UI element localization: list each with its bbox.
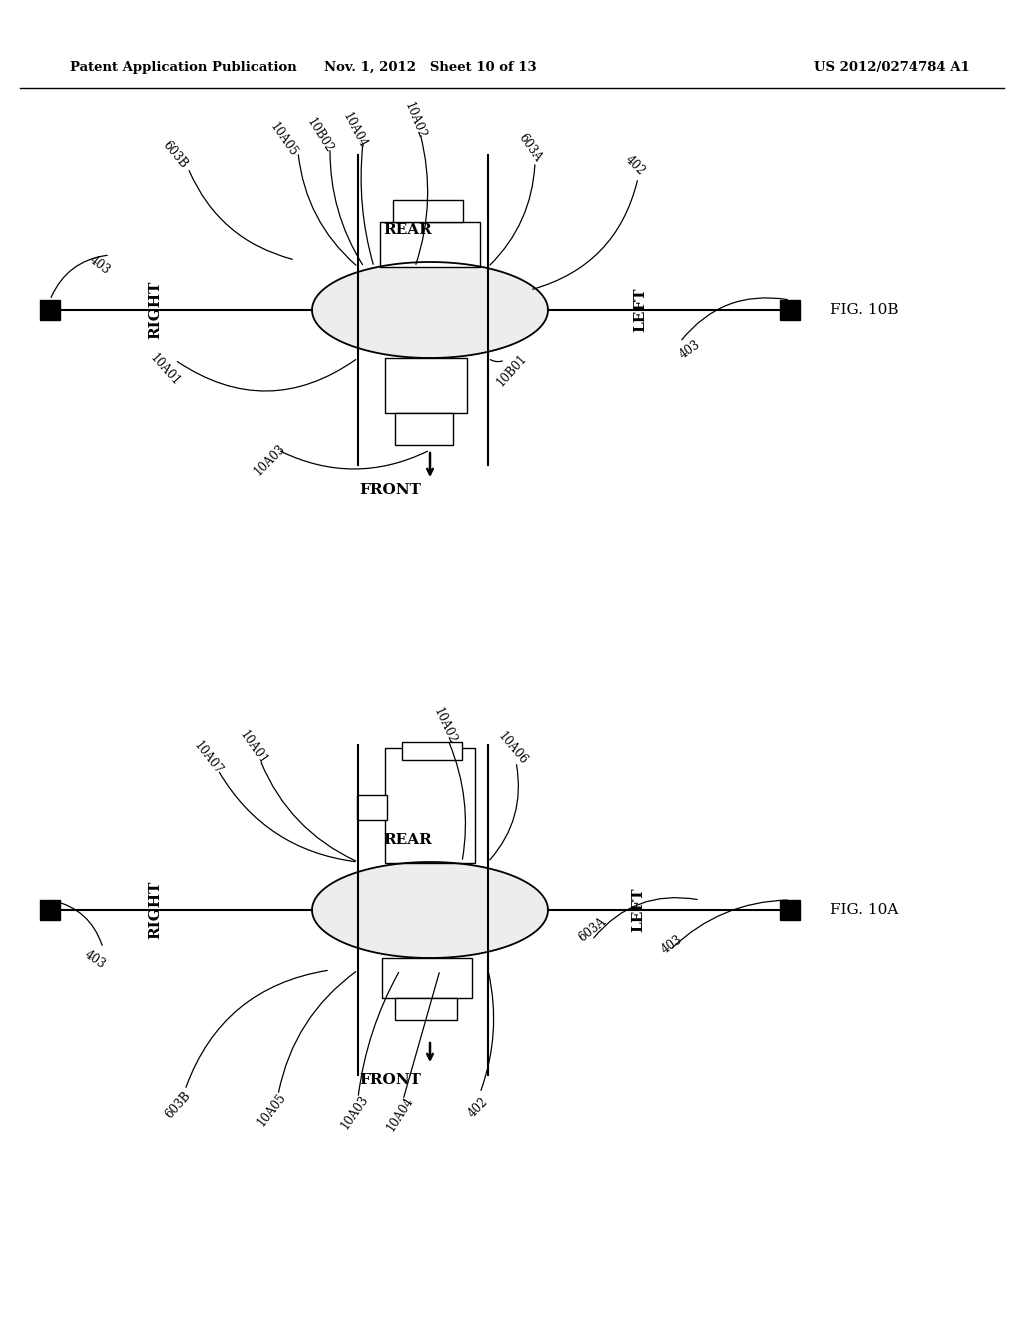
Bar bbox=[385, 748, 475, 863]
Text: 403: 403 bbox=[677, 338, 702, 362]
Bar bbox=[395, 998, 457, 1020]
Bar bbox=[395, 413, 453, 445]
Text: Nov. 1, 2012   Sheet 10 of 13: Nov. 1, 2012 Sheet 10 of 13 bbox=[324, 61, 537, 74]
Text: 10A05: 10A05 bbox=[255, 1090, 289, 1129]
Polygon shape bbox=[312, 862, 548, 958]
Text: 402: 402 bbox=[466, 1096, 490, 1121]
Text: LEFT: LEFT bbox=[633, 288, 647, 333]
Text: 403: 403 bbox=[659, 933, 685, 957]
Bar bbox=[40, 300, 60, 319]
Text: FIG. 10A: FIG. 10A bbox=[830, 903, 898, 917]
Text: 10A06: 10A06 bbox=[496, 729, 530, 767]
Text: 10A02: 10A02 bbox=[401, 100, 428, 140]
Text: FRONT: FRONT bbox=[359, 1073, 421, 1086]
Text: 10A03: 10A03 bbox=[339, 1093, 372, 1131]
Bar bbox=[393, 201, 463, 222]
Text: US 2012/0274784 A1: US 2012/0274784 A1 bbox=[814, 61, 970, 74]
Text: REAR: REAR bbox=[384, 833, 432, 847]
Bar bbox=[40, 900, 60, 920]
Text: FRONT: FRONT bbox=[359, 483, 421, 498]
Bar bbox=[382, 958, 472, 998]
Text: 603A: 603A bbox=[516, 132, 544, 165]
Text: 10A07: 10A07 bbox=[191, 739, 225, 777]
Bar bbox=[357, 795, 387, 820]
Text: 402: 402 bbox=[623, 153, 647, 177]
Text: 603A: 603A bbox=[575, 915, 608, 945]
Bar bbox=[385, 358, 467, 413]
Text: 10A01: 10A01 bbox=[147, 351, 182, 388]
Text: 10A04: 10A04 bbox=[340, 110, 370, 150]
Bar bbox=[402, 742, 462, 760]
Text: RIGHT: RIGHT bbox=[148, 880, 162, 940]
Bar bbox=[780, 900, 800, 920]
Text: 403: 403 bbox=[87, 253, 113, 277]
Text: 10B02: 10B02 bbox=[304, 115, 336, 154]
Text: 10A04: 10A04 bbox=[384, 1094, 416, 1134]
Text: 10A05: 10A05 bbox=[266, 120, 299, 160]
Text: 403: 403 bbox=[82, 948, 108, 972]
Text: RIGHT: RIGHT bbox=[148, 281, 162, 339]
Text: 10A02: 10A02 bbox=[431, 706, 459, 746]
Text: 603B: 603B bbox=[163, 1089, 194, 1121]
Bar bbox=[780, 300, 800, 319]
Text: 10A03: 10A03 bbox=[252, 442, 288, 478]
Text: REAR: REAR bbox=[384, 223, 432, 238]
Text: 603B: 603B bbox=[160, 139, 190, 172]
Bar bbox=[380, 222, 480, 267]
Text: LEFT: LEFT bbox=[631, 888, 645, 932]
Text: Patent Application Publication: Patent Application Publication bbox=[70, 61, 297, 74]
Text: 10B01: 10B01 bbox=[495, 351, 529, 388]
Text: FIG. 10B: FIG. 10B bbox=[830, 304, 898, 317]
Polygon shape bbox=[312, 261, 548, 358]
Text: 10A01: 10A01 bbox=[237, 729, 269, 767]
